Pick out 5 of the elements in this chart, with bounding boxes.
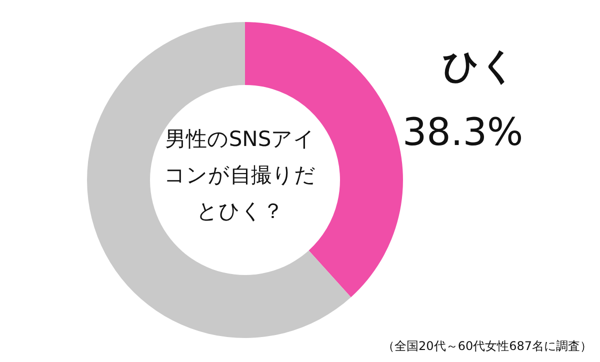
data-label: 38.3%	[402, 110, 524, 154]
text: 男性のSNSアイコンが自撮りだとひく？	[163, 126, 317, 225]
donut-slice	[87, 22, 351, 338]
slice-label: ひく	[442, 46, 516, 88]
text: （全国20代～60代女性687名に調査）	[382, 339, 592, 353]
